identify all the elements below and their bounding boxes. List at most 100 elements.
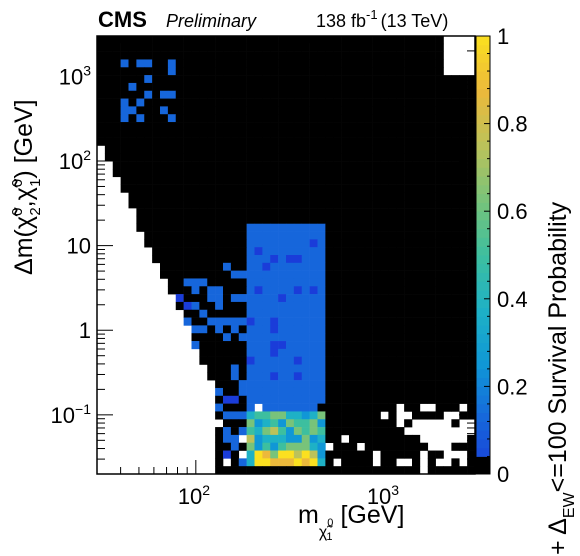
heatmap-cell — [372, 153, 381, 162]
heatmap-cell — [380, 106, 389, 115]
heatmap-cell — [356, 333, 366, 342]
heatmap-cell — [120, 51, 129, 60]
heatmap-cell — [412, 450, 421, 459]
heatmap-cell — [128, 200, 137, 209]
heatmap-cell — [286, 208, 295, 217]
heatmap-cell — [412, 106, 421, 115]
heatmap-cell — [380, 215, 389, 225]
heatmap-cell — [167, 114, 177, 123]
heatmap-cell — [356, 192, 366, 201]
heatmap-cell — [356, 200, 366, 209]
heatmap-cell — [175, 200, 184, 209]
heatmap-cell — [238, 122, 247, 131]
heatmap-cell — [120, 98, 129, 107]
heatmap-cell — [349, 215, 358, 225]
heatmap-cell — [396, 200, 405, 209]
heatmap-cell — [183, 192, 192, 201]
heatmap-cell — [412, 325, 421, 334]
heatmap-cell — [419, 208, 429, 217]
heatmap-cell — [309, 442, 318, 451]
heatmap-cell — [191, 145, 200, 154]
heatmap-cell — [238, 137, 247, 146]
heatmap-cell — [341, 333, 350, 342]
heatmap-cell — [238, 309, 247, 318]
heatmap-cell — [254, 168, 263, 178]
heatmap-cell — [317, 348, 326, 357]
heatmap-cell — [364, 82, 373, 92]
heatmap-cell — [286, 223, 295, 232]
heatmap-cell — [254, 200, 263, 209]
heatmap-cell — [364, 466, 373, 475]
heatmap-cell — [317, 466, 326, 475]
heatmap-cell — [427, 43, 436, 52]
heatmap-cell — [325, 51, 334, 60]
heatmap-cell — [238, 145, 247, 154]
heatmap-cell — [364, 348, 373, 357]
heatmap-cell — [388, 200, 397, 209]
heatmap-cell — [364, 168, 373, 178]
heatmap-cell — [435, 145, 444, 154]
heatmap-cell — [451, 356, 460, 365]
heatmap-cell — [341, 153, 350, 162]
heatmap-cell — [175, 231, 184, 240]
heatmap-cell — [356, 434, 366, 444]
heatmap-cell — [199, 59, 208, 68]
heatmap-cell — [293, 466, 303, 475]
heatmap-cell — [230, 106, 240, 115]
heatmap-cell — [435, 67, 444, 76]
colorbar-segment — [476, 184, 490, 195]
heatmap-cell — [223, 223, 232, 232]
heatmap-cell — [317, 364, 326, 373]
heatmap-cell — [380, 309, 389, 318]
heatmap-cell — [270, 255, 279, 264]
heatmap-cell — [364, 395, 373, 404]
heatmap-cell — [309, 294, 318, 303]
heatmap-cell — [317, 286, 326, 295]
heatmap-cell — [467, 137, 476, 146]
heatmap-cell — [427, 364, 436, 373]
heatmap-cell — [356, 59, 366, 68]
heatmap-cell — [286, 43, 295, 52]
heatmap-cell — [349, 434, 358, 444]
heatmap-cell — [293, 255, 303, 264]
heatmap-cell — [223, 278, 232, 287]
heatmap-cell — [317, 106, 326, 115]
heatmap-cell — [301, 192, 310, 201]
heatmap-cell — [254, 75, 263, 84]
colorbar-ticks: 00.20.40.60.81 — [484, 24, 528, 487]
heatmap-cell — [435, 450, 444, 459]
heatmap-cell — [199, 43, 208, 52]
colorbar-segment — [476, 281, 490, 291]
heatmap-cell — [404, 309, 413, 318]
heatmap-cell — [230, 176, 240, 185]
heatmap-cell — [333, 317, 342, 326]
heatmap-cell — [301, 427, 310, 436]
heatmap-cell — [278, 51, 287, 60]
heatmap-cell — [419, 294, 429, 303]
colorbar-title-rest: <=100 Survival Probability — [544, 201, 572, 492]
heatmap-cell — [223, 161, 232, 170]
heatmap-cell — [286, 442, 295, 451]
heatmap-cell — [412, 59, 421, 68]
heatmap-cell — [278, 356, 287, 365]
heatmap-cell — [301, 43, 310, 52]
heatmap-cell — [451, 395, 460, 404]
heatmap-cell — [167, 161, 177, 170]
heatmap-cell — [372, 239, 381, 248]
heatmap-cell — [451, 364, 460, 373]
heatmap-cell — [270, 317, 279, 326]
heatmap-cell — [262, 309, 271, 318]
heatmap-cell — [333, 161, 342, 170]
heatmap-cell — [167, 59, 177, 68]
heatmap-cell — [388, 192, 397, 201]
heatmap-cell — [333, 255, 342, 264]
heatmap-cell — [278, 294, 287, 303]
heatmap-cell — [317, 255, 326, 264]
heatmap-cell — [333, 270, 342, 279]
heatmap-cell — [175, 114, 184, 123]
heatmap-cell — [372, 341, 381, 350]
heatmap-cell — [317, 333, 326, 342]
heatmap-cell — [364, 223, 373, 232]
heatmap-cell — [333, 36, 342, 45]
heatmap-cell — [388, 372, 397, 381]
